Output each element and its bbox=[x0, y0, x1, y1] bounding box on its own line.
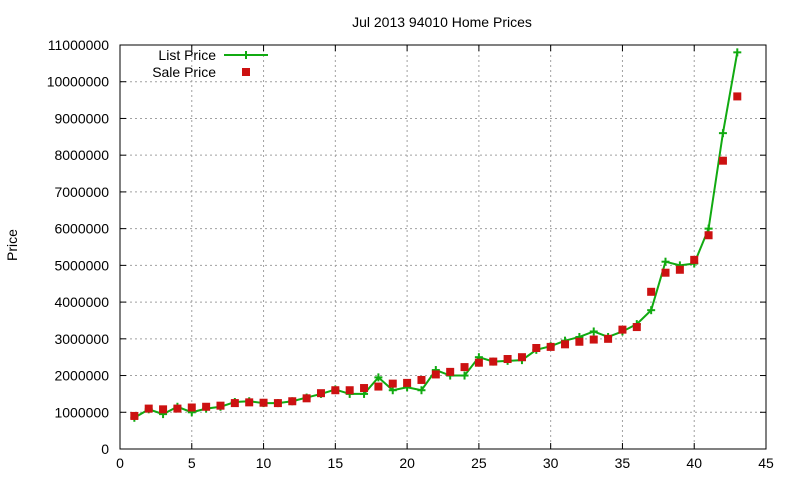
sale-price-point bbox=[245, 398, 254, 407]
sale-price-point bbox=[517, 353, 526, 362]
sale-price-point bbox=[460, 363, 469, 372]
sale-price-point bbox=[302, 394, 311, 403]
sale-price-point bbox=[403, 378, 412, 387]
sale-price-point bbox=[288, 397, 297, 406]
y-tick-label: 5000000 bbox=[54, 257, 109, 273]
chart-title: Jul 2013 94010 Home Prices bbox=[352, 14, 532, 30]
sale-price-point bbox=[704, 231, 713, 240]
legend-swatch-sale-price bbox=[242, 68, 250, 76]
list-price-line bbox=[133, 52, 739, 419]
list-price-point bbox=[733, 48, 742, 57]
list-price-point bbox=[589, 327, 598, 336]
x-tick-label: 30 bbox=[543, 455, 559, 471]
legend: List Price Sale Price bbox=[152, 47, 268, 80]
list-price-point bbox=[647, 306, 656, 315]
x-tick-label: 45 bbox=[758, 455, 774, 471]
sale-price-point bbox=[618, 325, 627, 334]
y-axis-label: Price bbox=[4, 229, 20, 261]
sale-price-point bbox=[230, 399, 239, 408]
y-tick-label: 7000000 bbox=[54, 184, 109, 200]
x-tick-label: 25 bbox=[471, 455, 487, 471]
legend-label-list-price: List Price bbox=[158, 47, 216, 63]
sale-price-point bbox=[273, 399, 282, 408]
legend-label-sale-price: Sale Price bbox=[152, 64, 216, 80]
plot-frame bbox=[119, 44, 767, 450]
sale-price-point bbox=[690, 255, 699, 264]
sale-price-point bbox=[718, 156, 727, 165]
sale-price-point bbox=[604, 334, 613, 343]
sale-price-point bbox=[417, 375, 426, 384]
sale-price-point bbox=[431, 370, 440, 379]
sale-price-point bbox=[733, 92, 742, 101]
sale-price-point bbox=[489, 357, 498, 366]
sale-price-point bbox=[575, 337, 584, 346]
sale-price-point bbox=[360, 384, 369, 393]
x-tick-label: 20 bbox=[399, 455, 415, 471]
y-tick-label: 3000000 bbox=[54, 331, 109, 347]
sale-price-point bbox=[532, 344, 541, 352]
y-tick-label: 10000000 bbox=[47, 74, 110, 90]
y-tick-label: 1000000 bbox=[54, 404, 109, 420]
sale-price-point bbox=[546, 342, 555, 351]
x-tick-label: 35 bbox=[615, 455, 631, 471]
sale-price-point bbox=[474, 358, 483, 367]
x-tick-label: 10 bbox=[256, 455, 272, 471]
y-tick-label: 6000000 bbox=[54, 221, 109, 237]
sale-price-point bbox=[647, 287, 656, 296]
list-price-point bbox=[718, 129, 727, 138]
list-price-point bbox=[374, 373, 383, 382]
sale-price-point bbox=[374, 382, 383, 391]
y-tick-label: 11000000 bbox=[48, 37, 109, 53]
sale-price-point bbox=[589, 335, 598, 344]
sale-price-point bbox=[130, 411, 139, 420]
sale-price-point bbox=[144, 404, 153, 413]
sale-price-point bbox=[331, 386, 340, 395]
sale-price-point bbox=[661, 268, 670, 277]
sale-price-point bbox=[388, 379, 397, 388]
sale-price-point bbox=[159, 405, 168, 414]
y-tick-label: 8000000 bbox=[54, 147, 109, 163]
sale-price-point bbox=[202, 402, 211, 411]
sale-price-point bbox=[216, 401, 225, 410]
y-tick-label: 4000000 bbox=[54, 294, 109, 310]
sale-price-point bbox=[632, 323, 641, 332]
list-price-point bbox=[417, 386, 426, 395]
axis-ticks: 0 5 10 15 20 25 30 35 40 45 0 1000000 2000000 3000000… bbox=[47, 37, 774, 471]
sale-price-point bbox=[187, 403, 196, 412]
y-tick-label: 0 bbox=[101, 441, 109, 457]
sale-price-point bbox=[503, 355, 512, 364]
sale-price-point bbox=[561, 340, 570, 349]
sale-price-point bbox=[173, 404, 182, 413]
x-tick-label: 15 bbox=[328, 455, 344, 471]
series-layer bbox=[130, 48, 742, 422]
sale-price-point bbox=[316, 389, 325, 398]
list-price-point bbox=[661, 257, 670, 266]
sale-price-point bbox=[345, 386, 354, 395]
list-price-point bbox=[460, 371, 469, 380]
x-tick-label: 40 bbox=[686, 455, 702, 471]
sale-price-point bbox=[675, 265, 684, 274]
y-tick-label: 2000000 bbox=[54, 368, 109, 384]
grid bbox=[120, 45, 766, 449]
sale-price-point bbox=[446, 367, 455, 376]
x-tick-label: 0 bbox=[116, 455, 124, 471]
sale-price-point bbox=[259, 398, 268, 407]
x-tick-label: 5 bbox=[188, 455, 196, 471]
y-tick-label: 9000000 bbox=[54, 110, 109, 126]
